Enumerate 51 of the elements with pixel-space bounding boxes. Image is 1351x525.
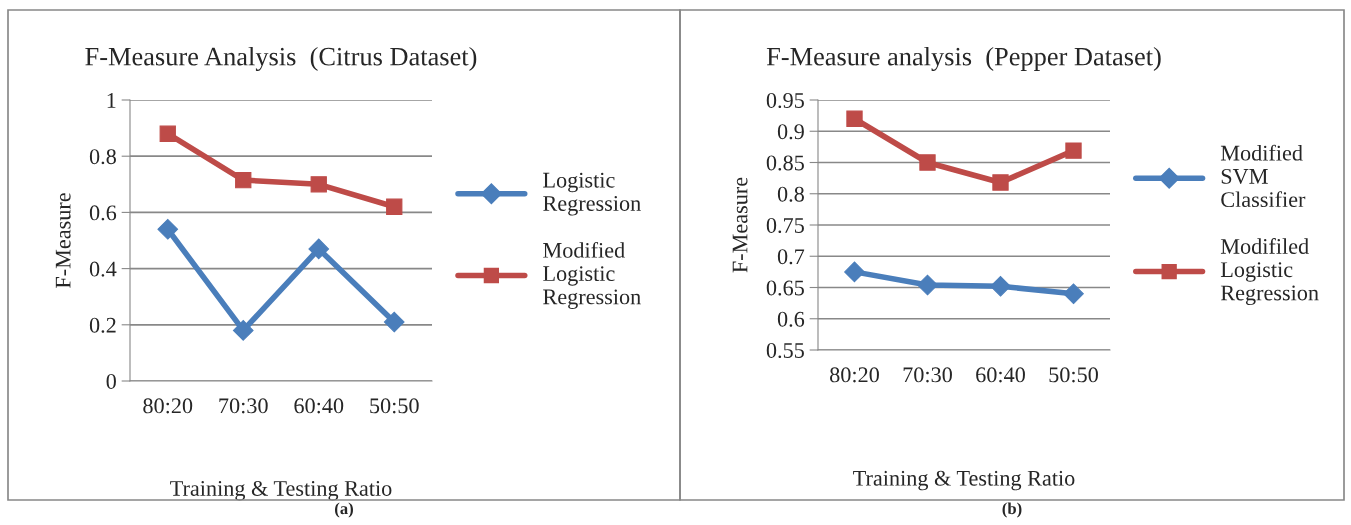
y-tick-label: 0.8 xyxy=(89,149,116,165)
point xyxy=(235,171,252,189)
point xyxy=(383,311,405,333)
y-tick-label: 0.9 xyxy=(777,124,804,140)
point xyxy=(159,125,176,142)
y-tick-label: 0.7 xyxy=(777,249,805,265)
y-tick-label: 0.65 xyxy=(766,280,804,296)
point xyxy=(386,198,403,215)
y-tick-label: 0.8 xyxy=(777,186,804,202)
point xyxy=(846,110,863,127)
legend-label: Modified SVM Classifier xyxy=(1220,144,1306,208)
x-tick-label: 60:40 xyxy=(294,398,344,414)
point xyxy=(157,218,179,240)
point xyxy=(1063,283,1084,305)
text: (b) xyxy=(1002,502,1022,518)
y-tick-label: 0.6 xyxy=(89,205,117,221)
x-tick-label: 50:50 xyxy=(370,398,419,414)
text: (a) xyxy=(335,502,353,518)
y-tick-label: 0 xyxy=(106,373,116,389)
legend-label: Modifiled Logistic Regression xyxy=(1220,238,1319,306)
y-tick-label: 0.85 xyxy=(766,155,804,171)
point xyxy=(1065,142,1082,159)
point xyxy=(992,174,1009,191)
point xyxy=(990,275,1011,297)
x-tick-label: 70:30 xyxy=(903,367,952,383)
point xyxy=(917,274,938,296)
point xyxy=(310,176,327,193)
y-tick-label: 0.2 xyxy=(89,317,116,333)
y-tick-label: 0.6 xyxy=(777,311,805,327)
x-tick-label: 60:40 xyxy=(976,367,1025,383)
y-tick-label: 1 xyxy=(107,93,116,108)
y-tick-label: 0.55 xyxy=(766,342,804,359)
chart-title: F-Measure Analysis (Citrus Dataset) xyxy=(85,46,477,71)
point xyxy=(844,261,865,283)
legend-label: Modified Logistic Regression xyxy=(543,241,641,309)
chart-title: F-Measure analysis (Pepper Dataset) xyxy=(766,46,1161,71)
legend-label: Logistic Regression xyxy=(543,172,641,216)
y-tick-label: 0.4 xyxy=(89,261,117,277)
y-tick-label: 0.95 xyxy=(766,92,804,109)
x-tick-label: 80:20 xyxy=(143,398,193,414)
point xyxy=(919,154,936,171)
x-tick-label: 80:20 xyxy=(830,367,879,383)
y-tick-label: 0.75 xyxy=(766,217,804,234)
y-axis-title: F-Measure xyxy=(732,177,748,273)
point xyxy=(232,320,254,341)
x-tick-label: 70:30 xyxy=(219,398,268,414)
point xyxy=(308,238,330,260)
x-axis-title: Training & Testing Ratio xyxy=(170,480,392,501)
y-axis-title: F-Measure xyxy=(55,193,71,288)
x-tick-label: 50:50 xyxy=(1049,367,1098,383)
x-axis-title: Training & Testing Ratio xyxy=(853,470,1075,491)
